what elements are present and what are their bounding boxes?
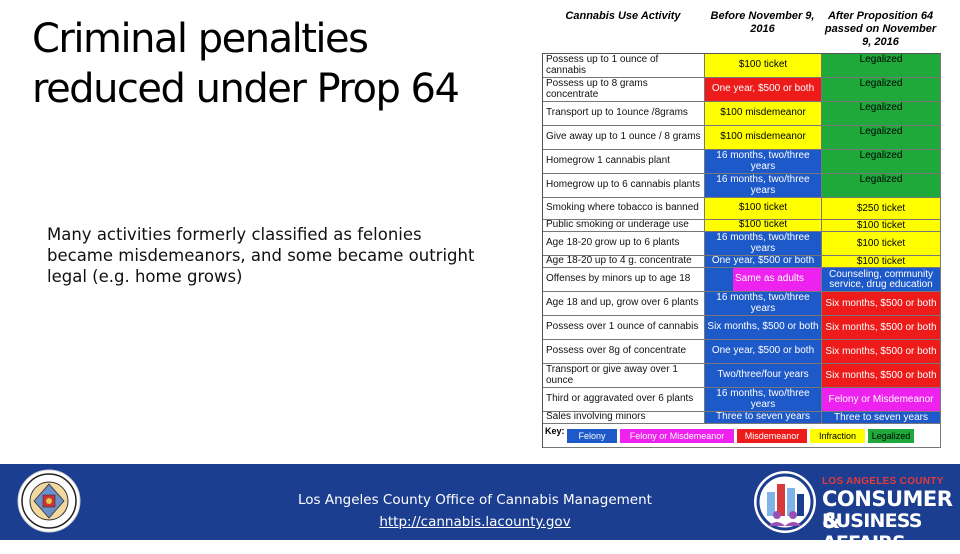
before-penalty-cell: Six months, $500 or both [705,316,822,339]
key-item: Legalized [868,428,914,443]
activity-cell: Age 18 and up, grow over 6 plants [543,292,705,315]
before-penalty-cell: Same as adults [705,268,822,291]
before-penalty-cell: $100 misdemeanor [705,126,822,149]
cba-logo: LOS ANGELES COUNTY CONSUMER & BUSINESS A… [750,466,960,554]
table-row: Transport up to 1ounce /8grams $100 misde… [543,102,941,126]
table-row: Possess up to 1 ounce of cannabis $100 ti… [543,54,941,78]
footer-text: Los Angeles County Office of Cannabis Ma… [260,489,690,533]
table-row: Smoking where tobacco is banned $100 tick… [543,198,941,220]
before-penalty-cell: $100 misdemeanor [705,102,822,125]
after-penalty-cell: Legalized [822,174,941,197]
after-penalty-cell: $100 ticket [822,256,941,267]
key-item: Misdemeanor [737,428,807,443]
table-row: Age 18 and up, grow over 6 plants 16 mont… [543,292,941,316]
activity-cell: Possess over 8g of concentrate [543,340,705,363]
table-row: Give away up to 1 ounce / 8 grams $100 mi… [543,126,941,150]
activity-cell: Public smoking or underage use [543,220,705,231]
after-penalty-cell: Legalized [822,54,941,77]
slide-title-line-2: reduced under Prop 64 [32,66,460,112]
before-penalty-cell: Three to seven years [705,412,822,423]
table-row: Age 18-20 grow up to 6 plants 16 months, … [543,232,941,256]
after-penalty-cell: Legalized [822,126,941,149]
before-penalty-cell: $100 ticket [705,54,822,77]
penalty-table: Cannabis Use Activity Before November 9,… [542,10,941,462]
before-penalty-cell: $100 ticket [705,198,822,219]
before-penalty-cell: 16 months, two/three years [705,232,822,255]
after-penalty-cell: $250 ticket [822,198,941,219]
table-row: Homegrow up to 6 cannabis plants 16 month… [543,174,941,198]
before-penalty-cell: 16 months, two/three years [705,292,822,315]
activity-cell: Offenses by minors up to age 18 [543,268,705,291]
header-activity: Cannabis Use Activity [565,10,681,22]
table-row: Sales involving minors Three to seven yea… [543,412,941,424]
before-penalty-cell: One year, $500 or both [705,256,822,267]
activity-cell: Possess over 1 ounce of cannabis [543,316,705,339]
before-penalty-cell: $100 ticket [705,220,822,231]
activity-cell: Homegrow 1 cannabis plant [543,150,705,173]
activity-cell: Give away up to 1 ounce / 8 grams [543,126,705,149]
key-item: Felony or Misdemeanor [620,428,734,443]
before-penalty-cell: Two/three/four years [705,364,822,387]
table-row: Offenses by minors up to age 18 Same as a… [543,268,941,292]
after-penalty-cell: Three to seven years [822,412,941,423]
activity-cell: Age 18-20 up to 4 g. concentrate [543,256,705,267]
table-row: Possess up to 8 grams concentrate One yea… [543,78,941,102]
cba-county-label: LOS ANGELES COUNTY [822,476,944,487]
after-penalty-cell: Legalized [822,78,941,101]
split-color-swatch [705,268,733,291]
cba-emblem-icon [754,471,816,533]
activity-cell: Transport up to 1ounce /8grams [543,102,705,125]
header-before: Before November 9, 2016 [710,10,815,35]
county-seal-icon [17,469,81,533]
activity-cell: Smoking where tobacco is banned [543,198,705,219]
activity-cell: Transport or give away over 1 ounce [543,364,705,387]
before-penalty-cell: 16 months, two/three years [705,150,822,173]
before-penalty-cell: 16 months, two/three years [705,174,822,197]
table-row: Third or aggravated over 6 plants 16 mont… [543,388,941,412]
table-row: Possess over 8g of concentrate One year, … [543,340,941,364]
after-penalty-cell: $100 ticket [822,232,941,255]
table-row: Possess over 1 ounce of cannabis Six mont… [543,316,941,340]
footer-url-link[interactable]: http://cannabis.lacounty.gov [379,514,571,530]
before-penalty-cell: 16 months, two/three years [705,388,822,411]
cba-title-line-2: BUSINESS AFFAIRS [822,510,922,554]
slide-title-line-1: Criminal penalties [32,16,369,62]
slide-body-text: Many activities formerly classified as f… [47,225,475,286]
key-item: Infraction [810,428,865,443]
slide-title: Criminal penalties reduced under Prop 64 [32,14,512,114]
after-penalty-cell: Felony or Misdemeanor [822,388,941,411]
after-penalty-cell: Legalized [822,102,941,125]
key-label: Key: [545,426,565,436]
activity-cell: Homegrow up to 6 cannabis plants [543,174,705,197]
key-item: Felony [567,428,617,443]
before-penalty-cell: One year, $500 or both [705,78,822,101]
activity-cell: Possess up to 1 ounce of cannabis [543,54,705,77]
after-penalty-cell: Six months, $500 or both [822,316,941,339]
table-row: Public smoking or underage use $100 ticke… [543,220,941,232]
table-row: Homegrow 1 cannabis plant 16 months, two/… [543,150,941,174]
activity-cell: Age 18-20 grow up to 6 plants [543,232,705,255]
after-penalty-cell: Six months, $500 or both [822,364,941,387]
color-key: Key: Felony Felony or Misdemeanor Misdemean… [543,424,941,448]
activity-cell: Third or aggravated over 6 plants [543,388,705,411]
penalty-table-body: Possess up to 1 ounce of cannabis $100 ti… [542,53,941,448]
after-penalty-cell: Six months, $500 or both [822,292,941,315]
before-penalty-text: Same as adults [733,268,821,291]
after-penalty-cell: Six months, $500 or both [822,340,941,363]
table-row: Age 18-20 up to 4 g. concentrate One year… [543,256,941,268]
penalty-table-header: Cannabis Use Activity Before November 9,… [542,10,940,53]
footer-office-name: Los Angeles County Office of Cannabis Ma… [298,492,652,508]
after-penalty-cell: Counseling, community service, drug educ… [822,268,941,291]
header-after: After Proposition 64 passed on November … [824,10,937,48]
activity-cell: Possess up to 8 grams concentrate [543,78,705,101]
before-penalty-cell: One year, $500 or both [705,340,822,363]
activity-cell: Sales involving minors [543,412,705,423]
cba-title-line-1: CONSUMER & [822,487,953,533]
after-penalty-cell: Legalized [822,150,941,173]
after-penalty-cell: $100 ticket [822,220,941,231]
table-row: Transport or give away over 1 ounce Two/t… [543,364,941,388]
